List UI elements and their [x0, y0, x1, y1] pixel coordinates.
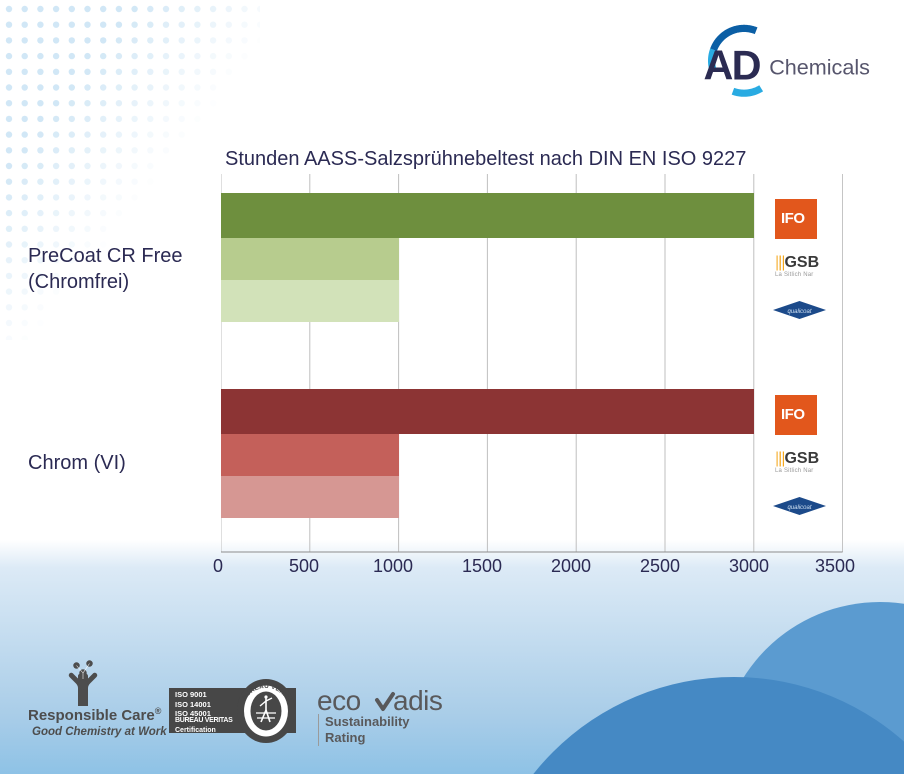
- svg-text:Chemicals: Chemicals: [769, 54, 870, 79]
- svg-text:qualicoat: qualicoat: [787, 309, 811, 315]
- svg-text:1828: 1828: [259, 737, 273, 743]
- svg-text:eco: eco: [317, 685, 361, 716]
- svg-text:AD: AD: [704, 43, 761, 89]
- svg-text:qualicoat: qualicoat: [787, 505, 811, 511]
- svg-text:adis: adis: [393, 685, 442, 716]
